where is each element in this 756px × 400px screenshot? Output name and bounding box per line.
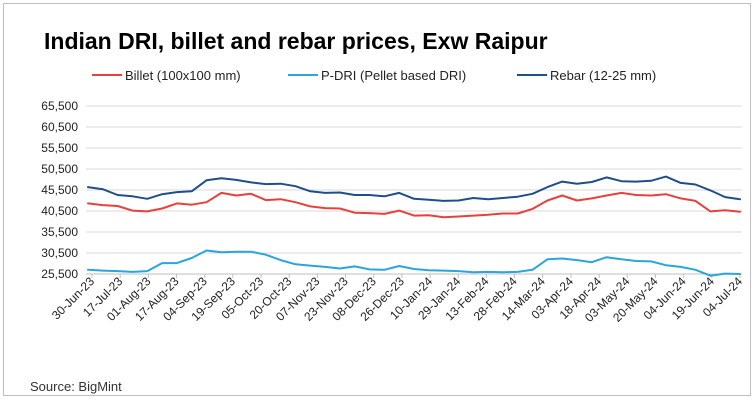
series-line-2 bbox=[87, 175, 741, 202]
y-tick-label: 45,500 bbox=[41, 183, 78, 197]
legend-label-pdri: P-DRI (Pellet based DRI) bbox=[321, 67, 467, 83]
y-tick-label: 30,500 bbox=[41, 246, 78, 260]
legend-swatch-billet bbox=[92, 74, 122, 76]
legend-billet: Billet (100x100 mm) bbox=[92, 67, 241, 83]
series-lines bbox=[87, 175, 741, 277]
y-tick-label: 50,500 bbox=[41, 162, 78, 176]
legend-swatch-pdri bbox=[288, 74, 318, 76]
legend-label-billet: Billet (100x100 mm) bbox=[125, 67, 241, 83]
source-note: Source: BigMint bbox=[30, 379, 122, 394]
series-line-1 bbox=[87, 249, 741, 277]
chart-frame: Indian DRI, billet and rebar prices, Exw… bbox=[3, 3, 751, 396]
legend-swatch-rebar bbox=[517, 74, 547, 76]
series-line-0 bbox=[87, 191, 741, 219]
y-tick-label: 35,500 bbox=[41, 225, 78, 239]
legend-rebar: Rebar (12-25 mm) bbox=[517, 67, 656, 83]
legend-pdri: P-DRI (Pellet based DRI) bbox=[288, 67, 466, 83]
x-tick-labels: 30-Jun-2317-Jul-2301-Aug-2317-Aug-2304-S… bbox=[49, 274, 745, 325]
y-tick-label: 55,500 bbox=[41, 141, 78, 155]
grid-lines bbox=[86, 105, 742, 275]
y-tick-label: 25,500 bbox=[41, 267, 78, 281]
legend-label-rebar: Rebar (12-25 mm) bbox=[550, 67, 657, 83]
chart-title: Indian DRI, billet and rebar prices, Exw… bbox=[44, 28, 548, 54]
y-tick-label: 65,500 bbox=[41, 99, 78, 113]
y-tick-labels: 65,500 60,500 55,500 50,500 45,500 40,500 35,5… bbox=[41, 99, 78, 281]
axes bbox=[86, 273, 742, 278]
y-tick-label: 40,500 bbox=[41, 204, 78, 218]
y-tick-label: 60,500 bbox=[41, 120, 78, 134]
